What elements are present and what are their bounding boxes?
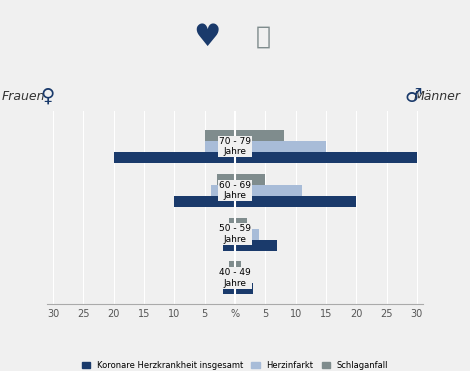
Bar [174, 196, 235, 207]
Bar [235, 152, 417, 163]
Bar [114, 152, 235, 163]
Text: 60 - 69
Jahre: 60 - 69 Jahre [219, 181, 251, 200]
Bar [235, 196, 356, 207]
Bar [235, 262, 241, 272]
Text: Männer: Männer [414, 90, 461, 103]
Text: ♥: ♥ [193, 23, 220, 52]
Bar [204, 141, 235, 152]
Bar [235, 141, 326, 152]
Bar [235, 283, 253, 294]
Bar [204, 130, 235, 141]
Text: 50 - 59
Jahre: 50 - 59 Jahre [219, 224, 251, 244]
Bar [235, 240, 277, 250]
Bar [217, 174, 235, 185]
Legend: Koronare Herzkrankheit insgesamt, Herzinfarkt, Schlaganfall: Koronare Herzkrankheit insgesamt, Herzin… [78, 358, 392, 371]
Bar [235, 130, 283, 141]
Text: ♂: ♂ [405, 87, 423, 106]
Bar [229, 262, 235, 272]
Text: 40 - 49
Jahre: 40 - 49 Jahre [219, 268, 251, 288]
Text: ♀: ♀ [40, 87, 54, 106]
Bar [229, 218, 235, 229]
Bar [223, 283, 235, 294]
Bar [235, 272, 247, 283]
Bar [223, 240, 235, 250]
Bar [235, 218, 247, 229]
Bar [211, 185, 235, 196]
Bar [229, 272, 235, 283]
Text: 70 - 79
Jahre: 70 - 79 Jahre [219, 137, 251, 156]
Text: Frauen: Frauen [2, 90, 45, 103]
Bar [235, 229, 259, 240]
Bar [229, 229, 235, 240]
Bar [235, 185, 302, 196]
Text: 🧠: 🧠 [256, 25, 271, 49]
Bar [235, 174, 266, 185]
